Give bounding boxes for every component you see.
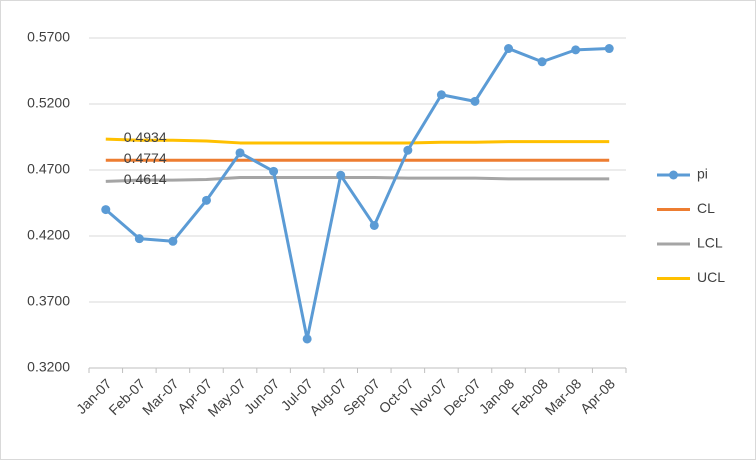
y-tick-label: 0.4200 [27, 227, 70, 243]
series-line [105, 137, 610, 145]
data-label: 0.4774 [124, 150, 167, 166]
marker [235, 148, 245, 158]
marker [436, 90, 446, 100]
y-tick-label: 0.3700 [27, 293, 70, 309]
y-tick-label: 0.5700 [27, 29, 70, 45]
marker [336, 170, 346, 180]
marker [604, 44, 614, 54]
marker [201, 195, 211, 205]
marker [537, 57, 547, 67]
series-line [105, 176, 610, 183]
legend-label: UCL [697, 269, 725, 285]
marker [571, 45, 581, 55]
legend-label: pi [697, 166, 708, 182]
marker [504, 44, 514, 54]
marker [369, 220, 379, 230]
y-tick-label: 0.5200 [27, 95, 70, 111]
data-label: 0.4934 [124, 129, 167, 145]
legend-marker [669, 170, 678, 180]
y-tick-label: 0.4700 [27, 161, 70, 177]
marker [101, 205, 111, 215]
y-tick-label: 0.3200 [27, 359, 70, 375]
marker [269, 166, 279, 176]
marker [168, 236, 178, 246]
series-line [104, 47, 610, 341]
marker [134, 234, 144, 244]
marker [302, 334, 312, 344]
marker [470, 96, 480, 106]
legend-label: LCL [697, 235, 723, 251]
marker [403, 145, 413, 155]
data-label: 0.4614 [124, 171, 167, 187]
legend-label: CL [697, 200, 715, 216]
